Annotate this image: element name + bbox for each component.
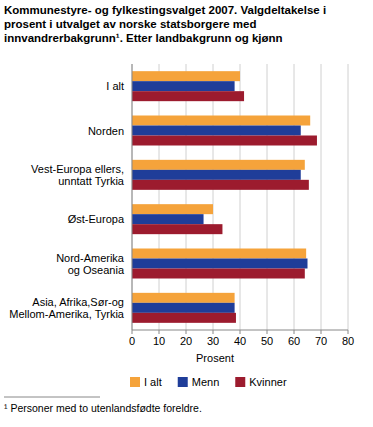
tick-mark (132, 330, 133, 334)
tick-label: 70 (315, 335, 327, 347)
bar (132, 116, 310, 126)
bar (132, 81, 235, 91)
category-label-line: unntatt Tyrkia (58, 175, 125, 187)
tick-mark (348, 330, 349, 334)
bar (132, 160, 305, 170)
y-axis (132, 64, 133, 330)
category-label-line: og Oseania (68, 264, 125, 276)
bar (132, 259, 308, 269)
tick-label: 20 (180, 335, 192, 347)
tick-mark (186, 330, 187, 334)
bar (132, 126, 301, 136)
legend-swatch (178, 377, 188, 387)
category-label: I alt (106, 80, 124, 92)
grid-line (321, 64, 322, 330)
legend-label: Kvinner (249, 376, 287, 388)
tick-label: 50 (261, 335, 273, 347)
grid-line (159, 64, 160, 330)
tick-label: 60 (288, 335, 300, 347)
category-label: Norden (88, 125, 124, 137)
grid-line (186, 64, 187, 330)
tick-label: 30 (207, 335, 219, 347)
bar (132, 136, 317, 146)
bar (132, 204, 213, 214)
bar (132, 293, 235, 303)
bar (132, 214, 204, 224)
bar (132, 71, 240, 81)
tick-mark (267, 330, 268, 334)
grid-line (240, 64, 241, 330)
tick-mark (294, 330, 295, 334)
category-label: Vest-Europa ellers,unntatt Tyrkia (31, 163, 125, 187)
tick-mark (159, 330, 160, 334)
title: Kommunestyre- og fylkestingsvalget 2007.… (4, 4, 326, 44)
x-axis (132, 330, 348, 331)
title-line: innvandrerbakgrunn¹. Etter landbakgrunn … (4, 32, 283, 44)
tick-label: 0 (129, 335, 135, 347)
category-label-line: Øst-Europa (68, 213, 125, 225)
grid-line (213, 64, 214, 330)
tick-mark (213, 330, 214, 334)
category-label-line: Norden (88, 125, 124, 137)
grid-line (267, 64, 268, 330)
title-line: prosent i utvalget av norske statsborger… (4, 18, 256, 30)
footnote: ¹ Personer med to utenlandsfødte foreldr… (4, 402, 202, 414)
category-label-line: Mellom-Amerika, Tyrkia (9, 308, 125, 320)
bar (132, 224, 222, 234)
separator (4, 397, 100, 398)
tick-label: 10 (153, 335, 165, 347)
legend-swatch (235, 377, 245, 387)
tick-mark (240, 330, 241, 334)
legend-label: Menn (192, 376, 220, 388)
legend-label: I alt (144, 376, 162, 388)
bar (132, 91, 244, 101)
chart: Kommunestyre- og fylkestingsvalget 2007.… (0, 0, 373, 427)
legend-swatch (130, 377, 140, 387)
tick-mark (321, 330, 322, 334)
category-label-line: Asia, Afrika,Sør-og (32, 296, 124, 308)
bar (132, 303, 235, 313)
category-label-line: Nord-Amerika (56, 252, 125, 264)
tick-label: 80 (342, 335, 354, 347)
bar (132, 269, 305, 279)
bar (132, 313, 236, 323)
category-label-line: Vest-Europa ellers, (31, 163, 124, 175)
bars (132, 71, 317, 323)
category-label: Nord-Amerikaog Oseania (56, 252, 125, 276)
category-label: Øst-Europa (68, 213, 125, 225)
category-label-line: I alt (106, 80, 124, 92)
x-axis-label: Prosent (196, 352, 234, 364)
grid-line (348, 64, 349, 330)
bar (132, 180, 309, 190)
grid-line (132, 64, 133, 330)
category-label: Asia, Afrika,Sør-ogMellom-Amerika, Tyrki… (9, 296, 125, 320)
bar (132, 249, 306, 259)
grid-line (294, 64, 295, 330)
tick-label: 40 (234, 335, 246, 347)
bar (132, 170, 301, 180)
title-line: Kommunestyre- og fylkestingsvalget 2007.… (4, 4, 326, 16)
